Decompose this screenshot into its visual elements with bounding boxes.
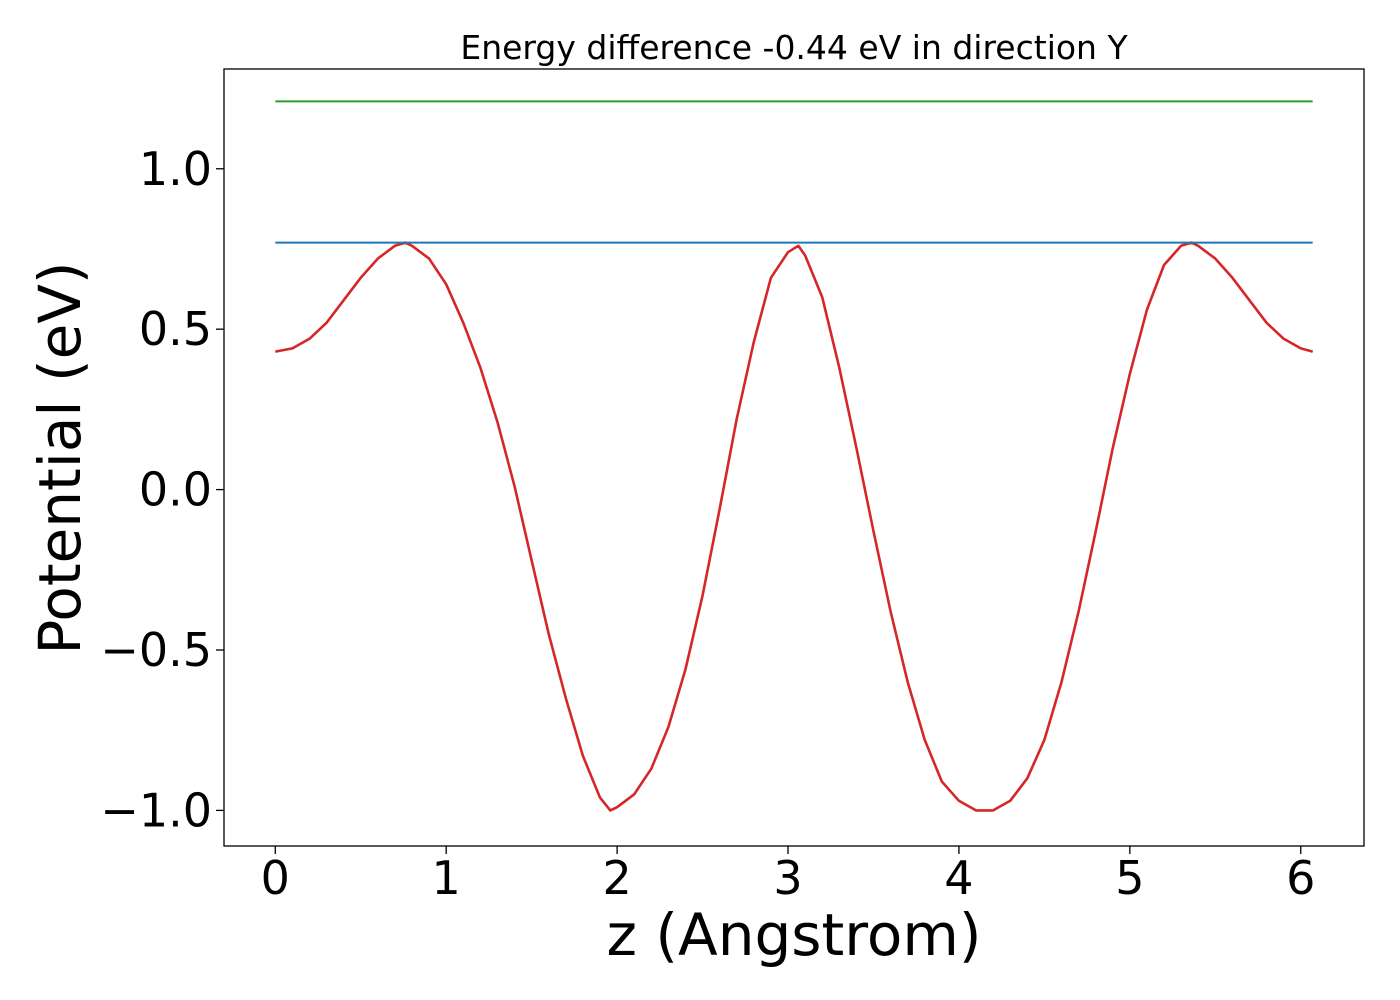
y-tick-label: 0.5: [139, 302, 212, 356]
y-axis-ticks: −1.0 −0.5 0.0 0.5 1.0: [100, 142, 224, 837]
y-tick-label: −1.0: [100, 783, 212, 837]
y-tick-label: 1.0: [139, 142, 212, 196]
x-tick-label: 6: [1286, 851, 1315, 905]
x-tick-label: 1: [432, 851, 461, 905]
x-tick-label: 0: [261, 851, 290, 905]
y-tick-label: −0.5: [100, 623, 212, 677]
series-layer: [275, 100, 1314, 812]
y-tick-label: 0.0: [139, 463, 212, 517]
plot-frame: [223, 68, 1365, 847]
x-axis-ticks: 0 1 2 3 4 5 6: [261, 846, 1315, 905]
y-axis-label: Potential (eV): [26, 261, 94, 654]
x-axis-label: z (Angstrom): [607, 901, 982, 969]
x-tick-label: 2: [602, 851, 631, 905]
x-tick-label: 4: [944, 851, 973, 905]
x-tick-label: 3: [773, 851, 802, 905]
chart-title: Energy difference -0.44 eV in direction …: [460, 28, 1128, 67]
x-tick-label: 5: [1115, 851, 1144, 905]
series-line-0: [275, 241, 1314, 812]
